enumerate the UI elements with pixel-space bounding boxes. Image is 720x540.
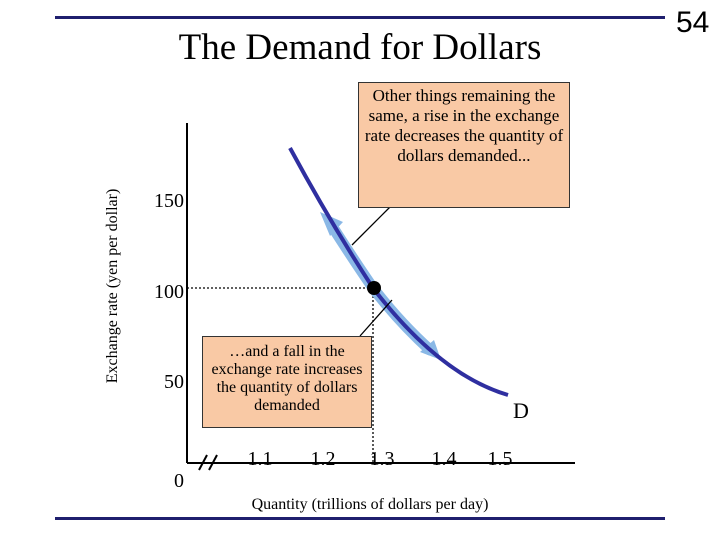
callout-fall: …and a fall in the exchange rate increas… (202, 336, 372, 428)
slide-number: 54 (676, 6, 710, 39)
demand-curve-label: D (513, 398, 529, 423)
equilibrium-point (367, 281, 381, 295)
callout-pointer-fall (359, 299, 393, 337)
y-tick-150: 150 (154, 190, 184, 212)
top-rule (55, 16, 665, 19)
axis-break-mark (208, 454, 218, 471)
y-tick-0: 0 (174, 470, 184, 492)
axis-break-mark (198, 454, 208, 471)
callout-pointer-rise (351, 206, 391, 246)
x-tick-1-2: 1.2 (310, 448, 336, 470)
x-axis-label: Quantity (trillions of dollars per day) (251, 496, 489, 513)
callout-rise: Other things remaining the same, a rise … (358, 82, 570, 208)
x-tick-1-5: 1.5 (487, 448, 513, 470)
y-tick-100: 100 (154, 281, 184, 303)
bottom-rule (55, 517, 665, 520)
x-tick-1-3: 1.3 (369, 448, 395, 470)
y-tick-50: 50 (164, 371, 184, 393)
x-tick-1-1: 1.1 (247, 448, 273, 470)
slide-title: The Demand for Dollars (178, 27, 542, 68)
x-tick-1-4: 1.4 (431, 448, 457, 470)
